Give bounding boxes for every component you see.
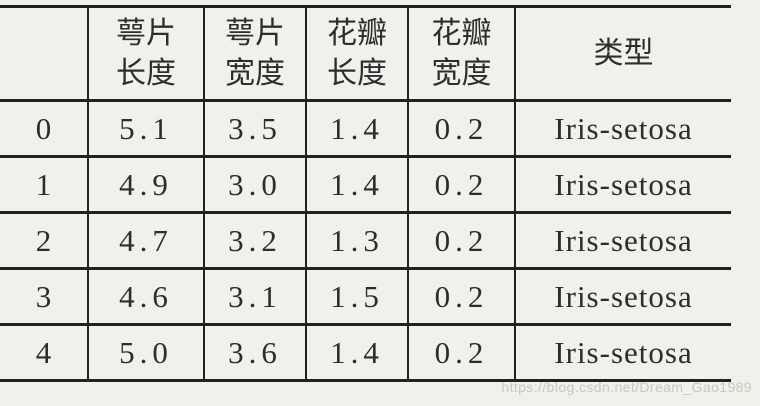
table-row: 1 4.9 3.0 1.4 0.2 Iris-setosa — [0, 155, 731, 214]
column-header-sepal-length: 萼片 长度 — [87, 5, 205, 102]
petal-width-cell: 0.2 — [407, 267, 516, 326]
column-header-petal-length: 花瓣 长度 — [305, 5, 409, 102]
petal-width-cell: 0.2 — [407, 323, 516, 382]
sepal-length-cell: 4.7 — [87, 211, 205, 270]
petal-length-cell: 1.3 — [305, 211, 409, 270]
sepal-width-cell: 3.6 — [203, 323, 307, 382]
table-row: 4 5.0 3.6 1.4 0.2 Iris-setosa — [0, 323, 731, 382]
row-index-cell: 0 — [0, 99, 89, 158]
sepal-width-cell: 3.0 — [203, 155, 307, 214]
table-row: 0 5.1 3.5 1.4 0.2 Iris-setosa — [0, 99, 731, 158]
petal-length-cell: 1.5 — [305, 267, 409, 326]
type-cell: Iris-setosa — [514, 267, 731, 326]
row-index-cell: 4 — [0, 323, 89, 382]
type-cell: Iris-setosa — [514, 323, 731, 382]
column-header-type: 类型 — [514, 5, 731, 102]
sepal-length-cell: 4.9 — [87, 155, 205, 214]
row-index-cell: 3 — [0, 267, 89, 326]
petal-width-cell: 0.2 — [407, 211, 516, 270]
row-index-cell: 1 — [0, 155, 89, 214]
sepal-width-cell: 3.2 — [203, 211, 307, 270]
petal-length-cell: 1.4 — [305, 155, 409, 214]
sepal-width-cell: 3.1 — [203, 267, 307, 326]
sepal-width-cell: 3.5 — [203, 99, 307, 158]
sepal-length-cell: 4.6 — [87, 267, 205, 326]
sepal-length-cell: 5.0 — [87, 323, 205, 382]
iris-dataframe-table: 萼片 长度 萼片 宽度 花瓣 长度 花瓣 宽度 类型 0 5.1 3.5 1.4… — [0, 5, 731, 382]
table-row: 2 4.7 3.2 1.3 0.2 Iris-setosa — [0, 211, 731, 270]
petal-length-cell: 1.4 — [305, 99, 409, 158]
table-row: 3 4.6 3.1 1.5 0.2 Iris-setosa — [0, 267, 731, 326]
watermark-url: https://blog.csdn.net/Dream_Gao1989 — [501, 379, 752, 395]
row-index-cell: 2 — [0, 211, 89, 270]
column-header-index — [0, 5, 89, 102]
type-cell: Iris-setosa — [514, 99, 731, 158]
data-table: 萼片 长度 萼片 宽度 花瓣 长度 花瓣 宽度 类型 0 5.1 3.5 1.4… — [0, 5, 731, 382]
type-cell: Iris-setosa — [514, 155, 731, 214]
petal-length-cell: 1.4 — [305, 323, 409, 382]
petal-width-cell: 0.2 — [407, 99, 516, 158]
column-header-sepal-width: 萼片 宽度 — [203, 5, 307, 102]
type-cell: Iris-setosa — [514, 211, 731, 270]
petal-width-cell: 0.2 — [407, 155, 516, 214]
column-header-petal-width: 花瓣 宽度 — [407, 5, 516, 102]
sepal-length-cell: 5.1 — [87, 99, 205, 158]
header-row: 萼片 长度 萼片 宽度 花瓣 长度 花瓣 宽度 类型 — [0, 5, 731, 102]
